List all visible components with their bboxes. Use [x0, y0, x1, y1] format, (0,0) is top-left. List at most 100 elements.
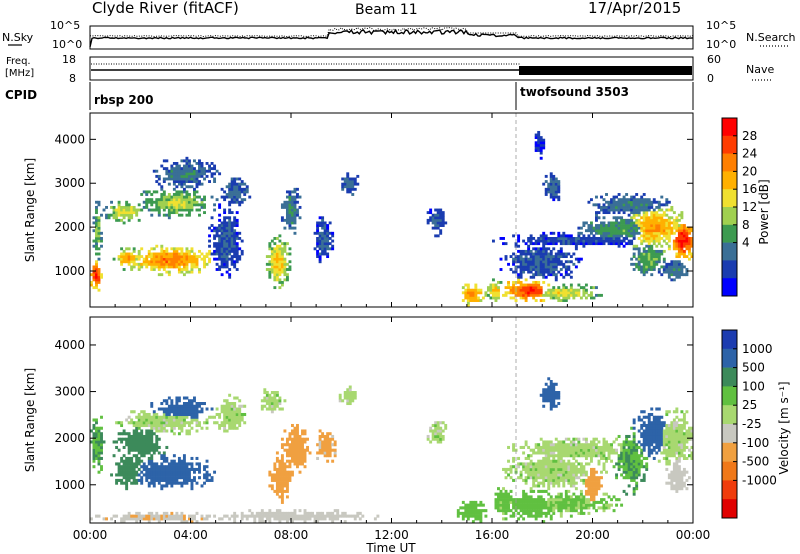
velocity-cell [135, 470, 139, 474]
power-cell [293, 205, 297, 209]
power-cell [228, 203, 232, 207]
velocity-cell [205, 407, 209, 411]
power-cell [534, 299, 538, 302]
power-cell [135, 257, 139, 261]
power-cell [220, 187, 224, 191]
power-cell [627, 213, 631, 217]
power-cell [172, 167, 176, 171]
velocity-cell [273, 473, 277, 477]
power-cell [522, 283, 526, 287]
power-cell [203, 265, 206, 269]
power-cell [547, 239, 551, 243]
velocity-cell [326, 454, 330, 458]
power-cell [185, 205, 189, 209]
power-cell [474, 291, 478, 295]
velocity-cell [532, 489, 536, 493]
power-cell [652, 200, 656, 204]
power-cell [562, 237, 566, 240]
velocity-cell [142, 445, 146, 449]
velocity-cell [527, 445, 531, 449]
velocity-cell [190, 407, 194, 411]
power-cell [672, 231, 676, 235]
velocity-cell [574, 476, 578, 480]
velocity-cell [125, 478, 129, 482]
velocity-cell [167, 407, 171, 411]
velocity-cell [127, 437, 131, 441]
power-cell [210, 195, 214, 199]
power-cell [215, 262, 219, 266]
power-cell [145, 257, 149, 261]
velocity-cell [137, 467, 141, 471]
velocity-cell [270, 410, 274, 414]
power-cell [620, 208, 624, 212]
power-cell [602, 198, 606, 202]
power-cell [655, 249, 659, 253]
power-cell [559, 237, 563, 240]
velocity-cell [273, 393, 277, 397]
velocity-cell [167, 412, 171, 417]
power-cell [647, 198, 651, 202]
velocity-cell [524, 462, 528, 466]
velocity-cell [100, 467, 103, 471]
power-cell [532, 247, 536, 251]
power-cell [680, 242, 684, 246]
velocity-cell [110, 473, 114, 477]
power-cell [142, 190, 146, 194]
velocity-cell [559, 500, 563, 504]
velocity-cell [587, 476, 591, 480]
power-cell [662, 218, 666, 222]
power-cell [552, 180, 556, 183]
power-cell [675, 216, 679, 220]
velocity-cell [203, 467, 206, 471]
velocity-cell [524, 495, 528, 499]
power-cell [127, 257, 131, 261]
velocity-cell [567, 506, 571, 510]
power-cell [167, 273, 171, 277]
power-cell [190, 249, 194, 253]
velocity-cell [602, 503, 606, 507]
power-cell [529, 268, 533, 271]
velocity-cell [213, 470, 217, 474]
velocity-cell [170, 423, 174, 428]
power-cell [567, 252, 571, 256]
velocity-cell [584, 489, 588, 493]
power-cell [296, 208, 299, 212]
power-cell [672, 278, 676, 282]
velocity-cell [228, 393, 232, 397]
power-cell [557, 182, 561, 186]
power-cell [187, 200, 191, 204]
velocity-cell [502, 506, 505, 510]
power-cell [95, 239, 98, 243]
velocity-cell [265, 517, 269, 521]
power-cell [655, 237, 659, 240]
velocity-cell [155, 421, 159, 425]
power-cell [273, 257, 277, 261]
velocity-cell [293, 454, 297, 458]
velocity-cell [301, 440, 304, 444]
velocity-cell [542, 404, 546, 408]
power-cell [195, 182, 199, 186]
velocity-cell [547, 465, 551, 469]
velocity-cell [125, 470, 129, 474]
power-cell [172, 172, 176, 176]
velocity-cell [205, 517, 209, 521]
power-cell [532, 283, 536, 287]
velocity-cell [140, 514, 144, 518]
power-cell [600, 229, 603, 233]
velocity-cell [343, 514, 347, 518]
velocity-cell [512, 500, 516, 504]
velocity-cell [160, 421, 164, 425]
velocity-cell [517, 506, 521, 510]
velocity-cell [577, 448, 581, 452]
power-cell [95, 268, 98, 271]
power-cell [152, 260, 156, 264]
power-cell [534, 286, 538, 290]
power-cell [544, 252, 548, 256]
velocity-cell [127, 445, 131, 449]
power-cell [600, 208, 603, 212]
velocity-cell [328, 443, 332, 447]
velocity-cell [547, 388, 551, 392]
power-cell [208, 226, 211, 230]
velocity-cell [592, 495, 596, 499]
power-cell [577, 234, 581, 238]
